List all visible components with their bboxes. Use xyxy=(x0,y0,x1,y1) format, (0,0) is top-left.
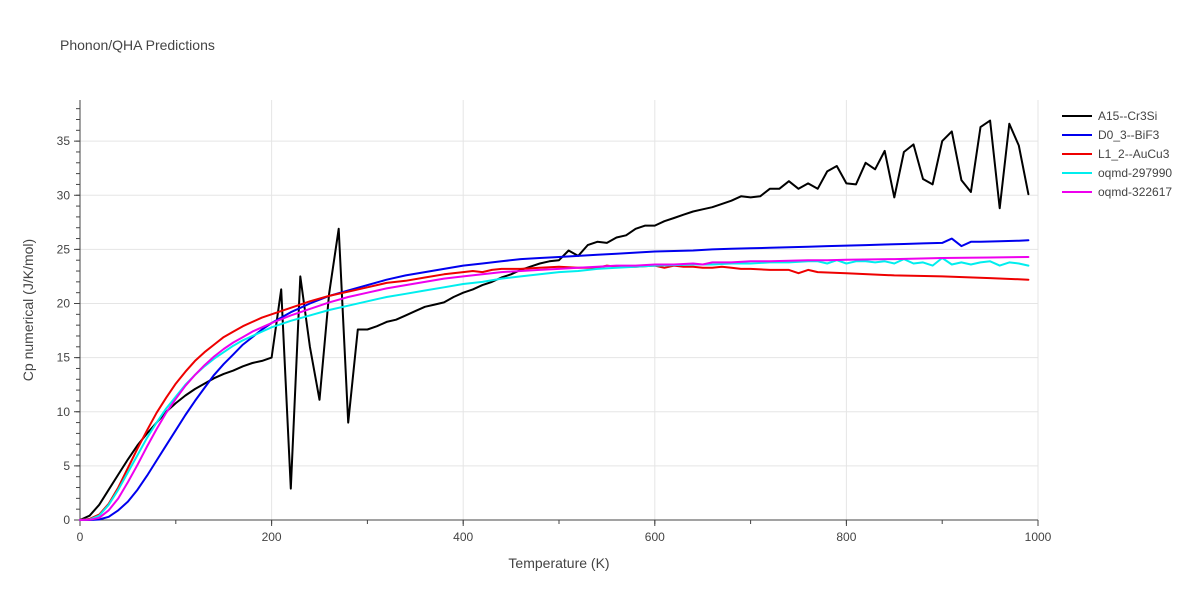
legend-item-oqmd-297990[interactable]: oqmd-297990 xyxy=(1062,166,1172,180)
legend-item-d0-3-bif3[interactable]: D0_3--BiF3 xyxy=(1062,128,1160,142)
y-tick-label: 25 xyxy=(57,242,71,256)
x-tick-label: 200 xyxy=(262,530,282,544)
y-tick-label: 0 xyxy=(63,513,70,527)
y-tick-label: 15 xyxy=(57,351,71,365)
y-tick-label: 20 xyxy=(57,297,71,311)
y-axis-title: Cp numerical (J/K/mol) xyxy=(20,239,36,381)
legend-label: D0_3--BiF3 xyxy=(1098,128,1160,142)
chart-title: Phonon/QHA Predictions xyxy=(60,37,215,53)
grid-layer xyxy=(80,100,1039,520)
x-tick-label: 1000 xyxy=(1025,530,1052,544)
legend-item-oqmd-322617[interactable]: oqmd-322617 xyxy=(1062,185,1172,199)
series-line-d0-3-bif3 xyxy=(79,237,1030,521)
x-axis-title: Temperature (K) xyxy=(508,555,609,571)
legend-item-a15-cr3si[interactable]: A15--Cr3Si xyxy=(1062,109,1157,123)
legend-label: oqmd-297990 xyxy=(1098,166,1172,180)
series-line-oqmd-322617 xyxy=(79,256,1030,521)
legend-label: L1_2--AuCu3 xyxy=(1098,147,1170,161)
legend[interactable]: A15--Cr3Si D0_3--BiF3 L1_2--AuCu3 oqmd-2979… xyxy=(1062,109,1172,199)
series-layer xyxy=(79,119,1030,521)
legend-item-l1-2-aucu3[interactable]: L1_2--AuCu3 xyxy=(1062,147,1170,161)
y-tick-label: 30 xyxy=(57,188,71,202)
y-tick-label: 5 xyxy=(63,459,70,473)
x-tick-label: 0 xyxy=(77,530,84,544)
series-line-a15-cr3si xyxy=(79,119,1030,521)
y-tick-label: 35 xyxy=(57,134,71,148)
axis-layer: 0 200 400 600 800 1000 0 5 10 15 20 25 30 35 xyxy=(57,100,1052,544)
x-tick-label: 400 xyxy=(453,530,473,544)
series-line-l1-2-aucu3 xyxy=(79,264,1030,521)
legend-label: oqmd-322617 xyxy=(1098,185,1172,199)
y-tick-label: 10 xyxy=(57,405,71,419)
x-tick-label: 600 xyxy=(645,530,665,544)
legend-label: A15--Cr3Si xyxy=(1098,109,1157,123)
x-tick-label: 800 xyxy=(836,530,856,544)
